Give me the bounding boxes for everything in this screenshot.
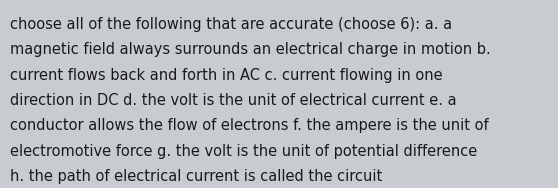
Text: current flows back and forth in AC c. current flowing in one: current flows back and forth in AC c. cu…	[10, 68, 442, 83]
Text: h. the path of electrical current is called the circuit: h. the path of electrical current is cal…	[10, 169, 382, 184]
Text: conductor allows the flow of electrons f. the ampere is the unit of: conductor allows the flow of electrons f…	[10, 118, 489, 133]
Text: magnetic field always surrounds an electrical charge in motion b.: magnetic field always surrounds an elect…	[10, 42, 491, 57]
Text: choose all of the following that are accurate (choose 6): a. a: choose all of the following that are acc…	[10, 17, 452, 32]
Text: electromotive force g. the volt is the unit of potential difference: electromotive force g. the volt is the u…	[10, 144, 477, 159]
Text: direction in DC d. the volt is the unit of electrical current e. a: direction in DC d. the volt is the unit …	[10, 93, 456, 108]
